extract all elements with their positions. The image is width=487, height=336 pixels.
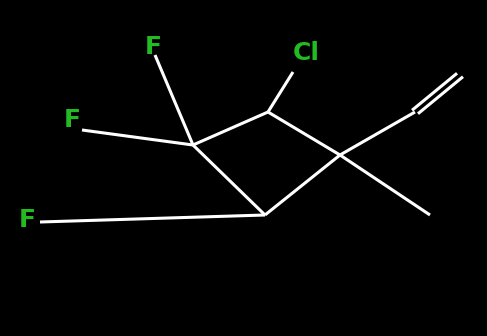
- Text: F: F: [145, 35, 162, 59]
- Text: F: F: [63, 108, 80, 132]
- Text: F: F: [19, 208, 36, 232]
- Text: Cl: Cl: [293, 41, 320, 65]
